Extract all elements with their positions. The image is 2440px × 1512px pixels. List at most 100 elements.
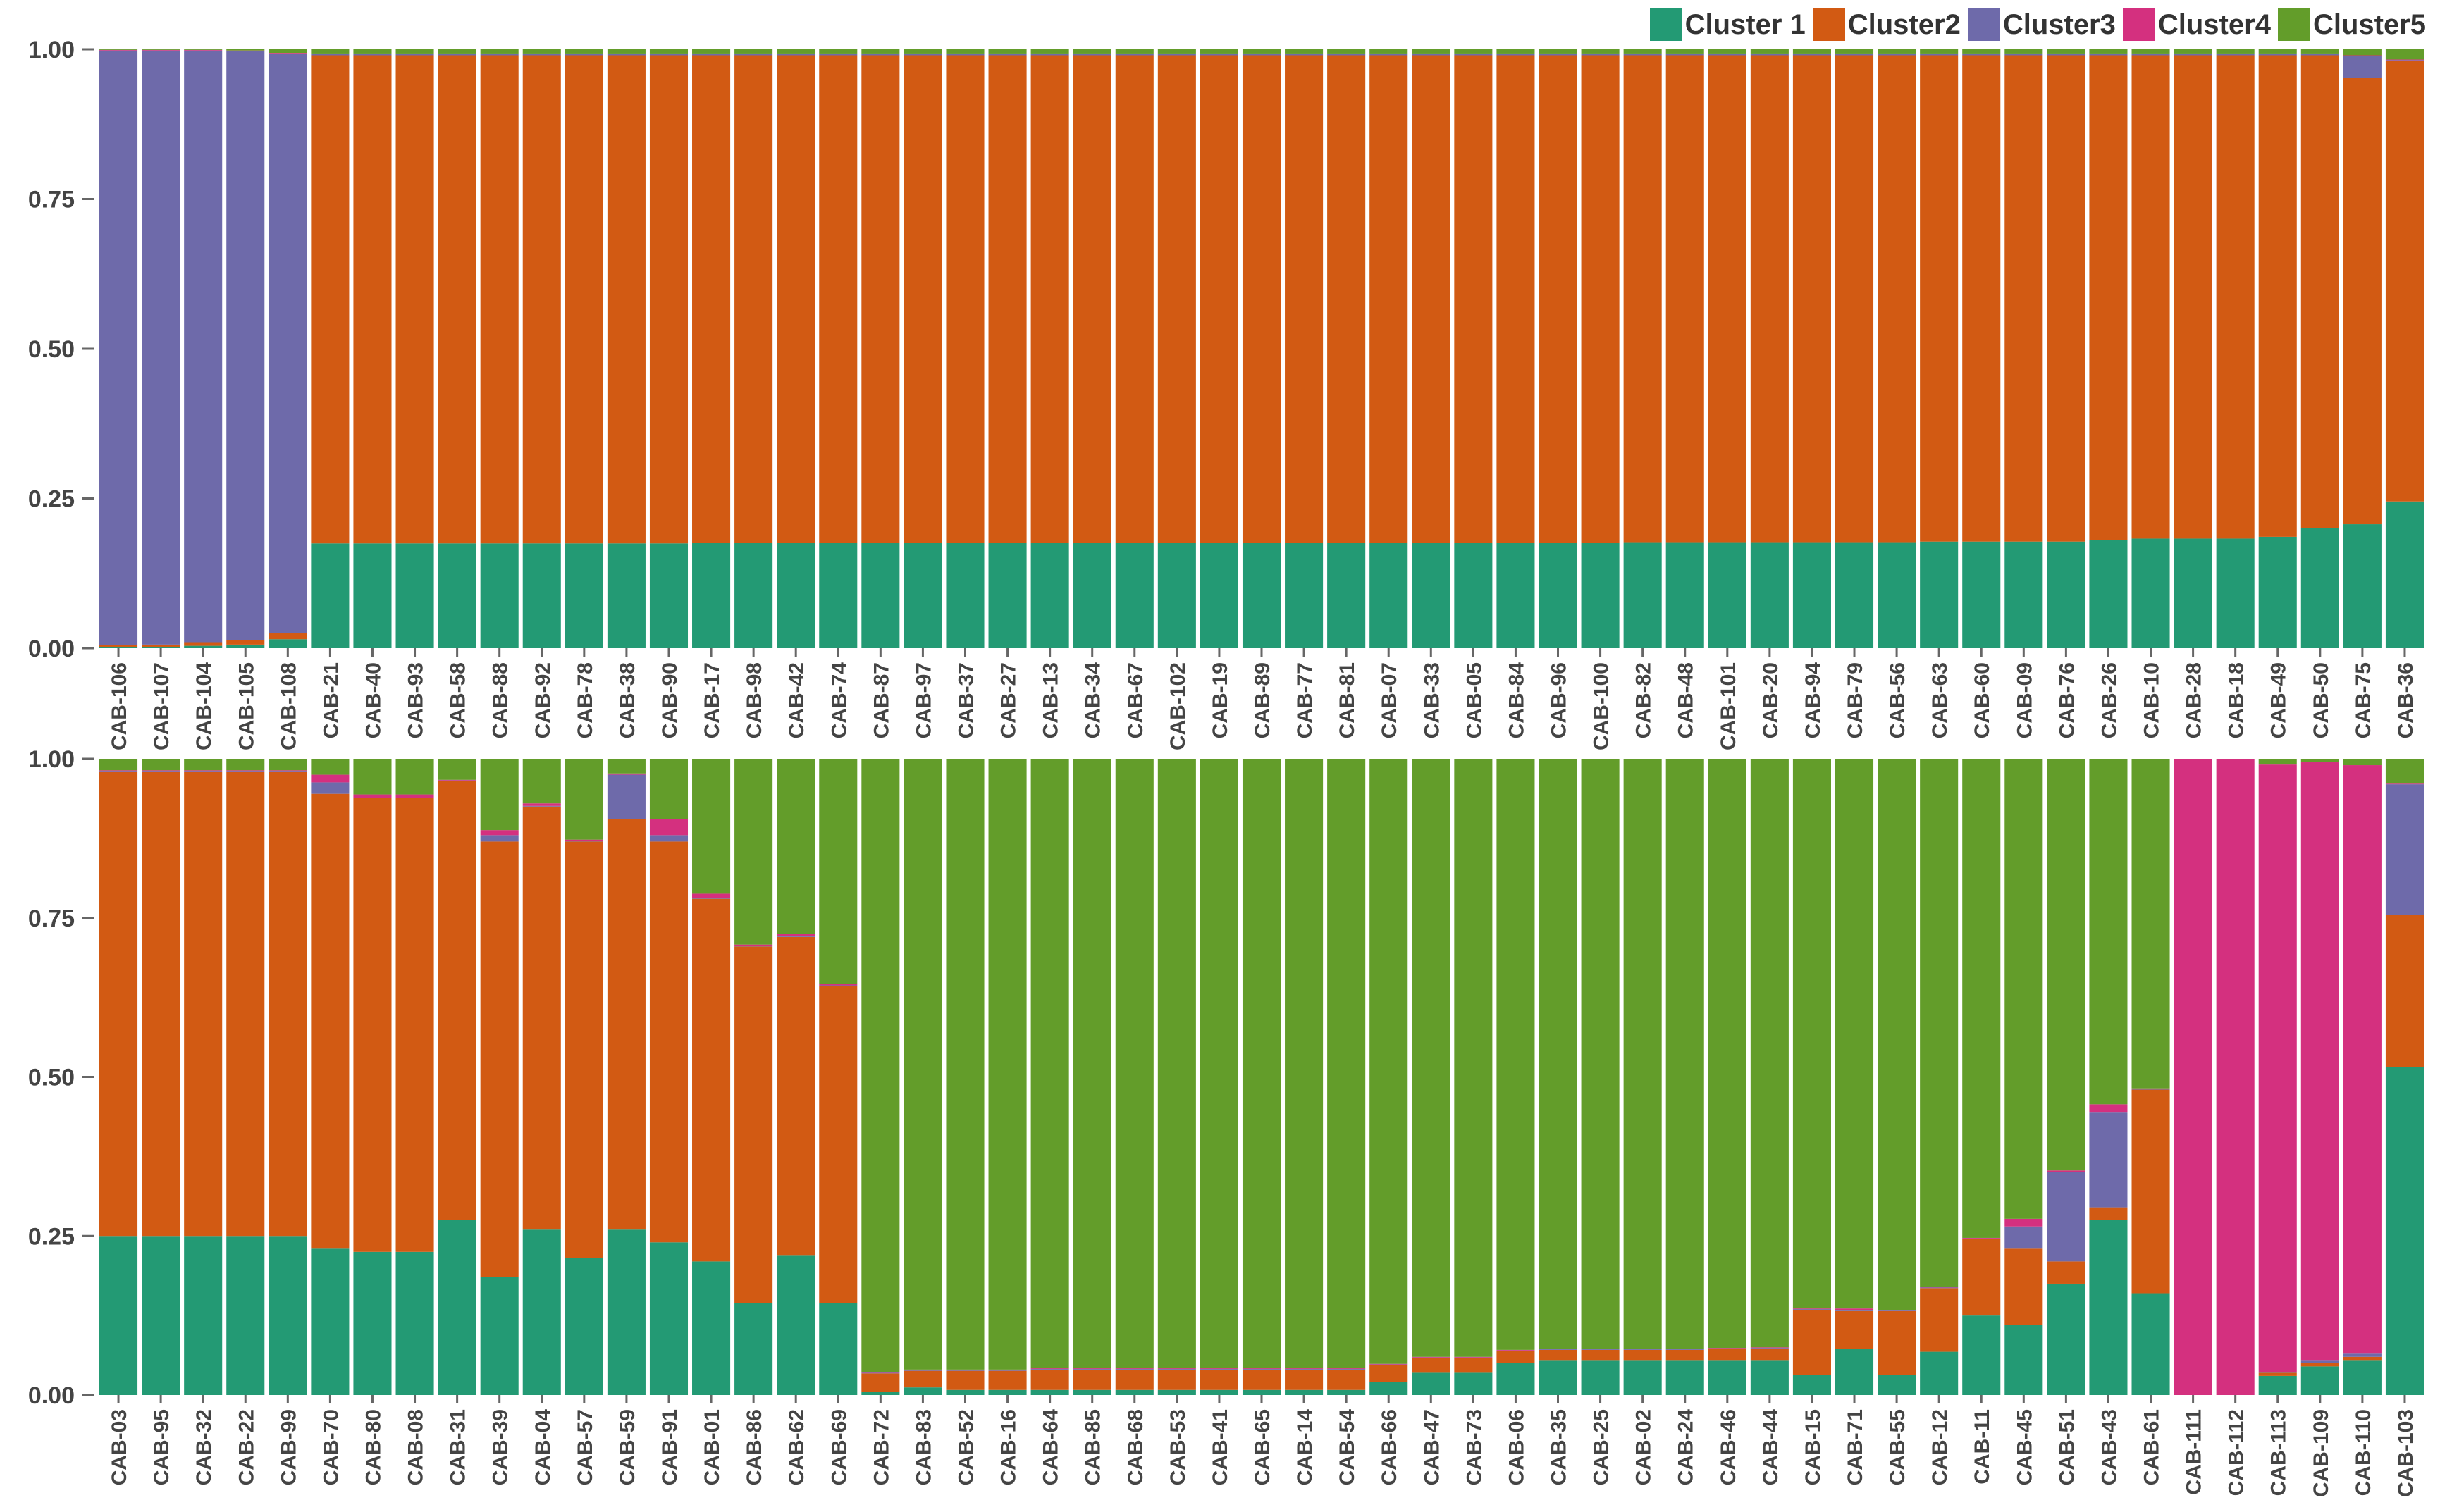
bar-segment-cluster4 (734, 944, 773, 946)
bar-segment-cluster5 (1962, 759, 2001, 1238)
bar-segment-cluster5 (1581, 759, 1620, 1349)
bar-segment-cluster3 (184, 771, 223, 772)
x-tick-label: CAB-100 (1590, 662, 1613, 750)
bar-segment-cluster1 (2343, 1360, 2382, 1395)
bar-segment-cluster1 (1200, 1389, 1238, 1395)
bar-segment-cluster1 (1454, 1372, 1493, 1395)
bar-segment-cluster5 (1920, 49, 1959, 54)
x-tick-label: CAB-41 (1209, 1409, 1232, 1485)
bar-column-cab-96 (1539, 49, 1577, 648)
x-tick-label: CAB-53 (1166, 1409, 1190, 1485)
bar-segment-cluster5 (1623, 759, 1662, 1349)
bar-segment-cluster2 (1327, 55, 1366, 543)
x-tick-label: CAB-43 (2097, 1409, 2121, 1485)
bar-column-cab-57 (565, 759, 603, 1395)
bar-segment-cluster2 (311, 55, 350, 544)
bar-segment-cluster5 (311, 49, 350, 54)
bar-segment-cluster2 (2258, 55, 2297, 537)
bar-segment-cluster2 (1412, 55, 1450, 543)
bar-segment-cluster4 (1708, 1348, 1746, 1349)
bar-segment-cluster3 (1750, 1348, 1789, 1349)
bar-segment-cluster5 (2343, 49, 2382, 56)
x-tick-label: CAB-34 (1082, 662, 1105, 739)
bar-segment-cluster5 (395, 759, 434, 795)
bar-segment-cluster2 (734, 55, 773, 543)
bar-segment-cluster2 (1581, 55, 1620, 543)
legend: Cluster 1 Cluster2 Cluster3 Cluster4 Clu… (1649, 8, 2426, 41)
bar-column-cab-49 (2258, 49, 2297, 648)
bar-segment-cluster1 (142, 1236, 180, 1395)
bar-segment-cluster3 (1496, 54, 1535, 56)
bar-column-cab-95 (142, 759, 180, 1395)
y-tick-label: 0.75 (28, 187, 75, 213)
bar-column-cab-52 (946, 759, 985, 1395)
bar-segment-cluster5 (1157, 49, 1196, 54)
bar-segment-cluster5 (438, 49, 476, 54)
x-tick-label: CAB-20 (1759, 662, 1782, 738)
bar-column-cab-32 (184, 759, 223, 1395)
bar-segment-cluster3 (1835, 1310, 1874, 1311)
x-tick-label: CAB-59 (616, 1409, 639, 1485)
bar-segment-cluster1 (522, 1229, 561, 1395)
bar-segment-cluster3 (142, 50, 180, 645)
bar-segment-cluster5 (2300, 49, 2339, 54)
bar-column-cab-26 (2089, 49, 2128, 648)
bar-segment-cluster5 (142, 759, 180, 771)
bar-segment-cluster5 (946, 49, 985, 54)
bar-segment-cluster3 (946, 54, 985, 56)
bar-column-cab-99 (269, 759, 307, 1395)
bar-segment-cluster2 (184, 642, 223, 646)
x-tick-label: CAB-94 (1801, 662, 1825, 739)
bar-segment-cluster1 (692, 1261, 731, 1395)
bar-column-cab-36 (2385, 49, 2424, 648)
bar-segment-cluster1 (649, 543, 689, 648)
bar-segment-cluster5 (819, 759, 858, 984)
x-tick-label: CAB-98 (743, 662, 766, 738)
bar-segment-cluster2 (2385, 61, 2424, 502)
bar-segment-cluster3 (2131, 1089, 2170, 1090)
bar-segment-cluster4 (269, 770, 307, 772)
legend-label-cluster4: Cluster4 (2157, 8, 2271, 40)
bar-segment-cluster4 (2300, 762, 2339, 1361)
bar-column-cab-106 (99, 49, 138, 648)
bar-segment-cluster2 (1708, 55, 1746, 543)
bar-segment-cluster1 (1327, 543, 1366, 648)
bar-segment-cluster1 (607, 1229, 646, 1395)
bar-segment-cluster5 (565, 759, 603, 840)
x-tick-label: CAB-80 (362, 1409, 385, 1485)
bar-segment-cluster3 (565, 54, 603, 56)
bar-segment-cluster2 (819, 55, 858, 543)
bar-segment-cluster3 (946, 1370, 985, 1371)
bar-segment-cluster5 (1496, 49, 1535, 54)
bar-column-cab-50 (2300, 49, 2339, 648)
bar-column-cab-74 (819, 49, 858, 648)
bar-segment-cluster4 (2216, 759, 2255, 1395)
bar-column-cab-09 (2004, 49, 2043, 648)
x-tick-label: CAB-73 (1462, 1409, 1486, 1485)
bar-segment-cluster3 (904, 1370, 942, 1371)
bar-column-cab-44 (1750, 759, 1789, 1395)
bar-segment-cluster5 (522, 49, 561, 54)
y-tick-label: 0.75 (28, 905, 75, 932)
bar-segment-cluster5 (1792, 49, 1831, 54)
bar-segment-cluster5 (99, 49, 138, 50)
bar-segment-cluster3 (2089, 1112, 2128, 1208)
bar-segment-cluster1 (819, 543, 858, 648)
bar-segment-cluster5 (1157, 759, 1196, 1369)
bar-segment-cluster5 (649, 49, 689, 54)
bar-segment-cluster1 (1920, 541, 1959, 648)
bar-segment-cluster5 (1454, 49, 1493, 54)
bar-segment-cluster2 (777, 936, 815, 1256)
bar-segment-cluster2 (1073, 1369, 1111, 1390)
bar-segment-cluster1 (184, 645, 223, 648)
bar-column-cab-16 (988, 759, 1027, 1395)
bar-segment-cluster1 (1327, 1389, 1366, 1395)
bar-column-cab-69 (819, 759, 858, 1395)
bar-segment-cluster2 (438, 781, 476, 1220)
bar-segment-cluster3 (1920, 54, 1959, 56)
bar-segment-cluster5 (1200, 49, 1238, 54)
bar-segment-cluster1 (353, 1251, 392, 1395)
bar-segment-cluster1 (2131, 538, 2170, 648)
bar-segment-cluster2 (1115, 1369, 1154, 1390)
bar-segment-cluster5 (777, 759, 815, 934)
